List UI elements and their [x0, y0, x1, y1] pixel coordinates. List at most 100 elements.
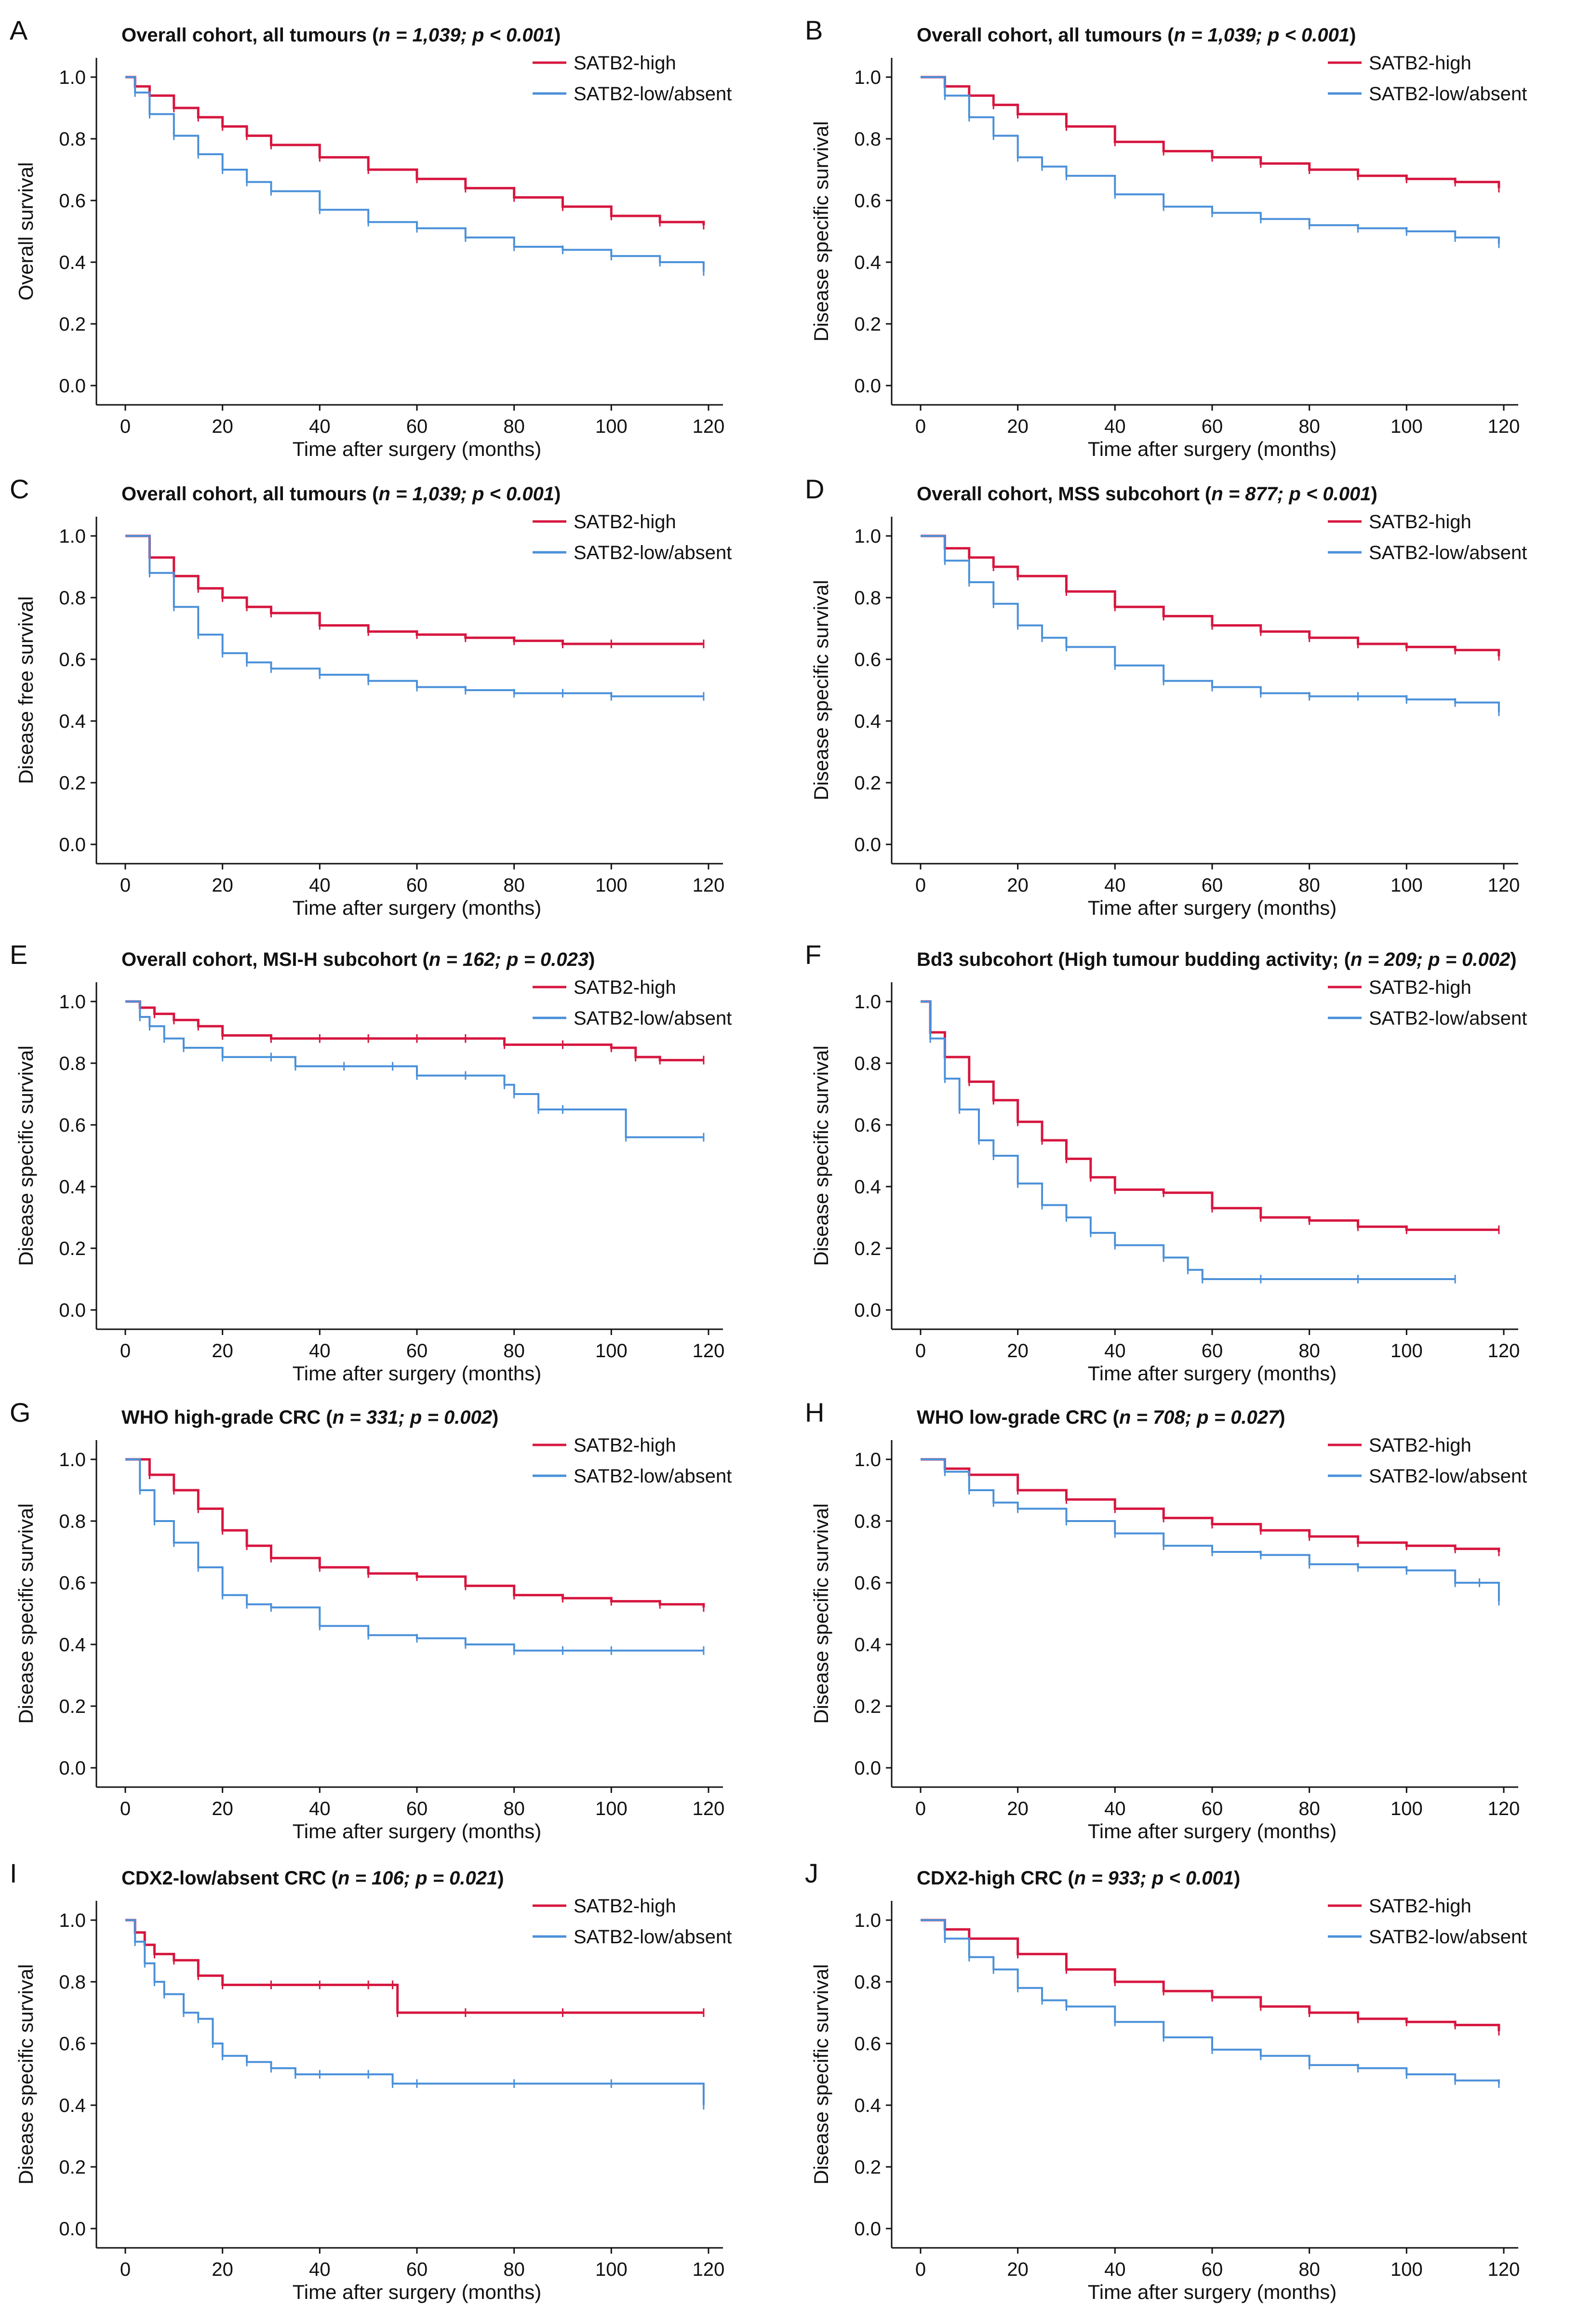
- panel-title: Bd3 subcohort (High tumour budding activ…: [917, 949, 1517, 970]
- x-tick-label: 100: [1390, 1340, 1423, 1362]
- x-tick-label: 80: [1298, 416, 1320, 437]
- y-tick-label: 0.6: [854, 190, 881, 212]
- y-tick-label: 0.4: [59, 252, 86, 273]
- y-axis-label: Disease specific survival: [14, 1045, 37, 1266]
- title-text: Overall cohort, MSI-H subcohort (: [121, 949, 429, 970]
- y-tick-label: 0.2: [854, 1696, 881, 1717]
- title-text: Overall cohort, all tumours (: [121, 25, 379, 46]
- y-tick-label: 1.0: [854, 1910, 881, 1931]
- panel-f: F Bd3 subcohort (High tumour budding acti…: [805, 939, 1527, 1385]
- legend-label: SATB2-high: [574, 511, 676, 533]
- y-tick-label: 0.4: [59, 1634, 86, 1656]
- x-tick-label: 80: [503, 1798, 525, 1819]
- title-text: WHO high-grade CRC (: [121, 1407, 333, 1428]
- x-tick-label: 100: [1390, 2259, 1423, 2280]
- y-tick-label: 0.6: [59, 1115, 86, 1136]
- title-stats: n = 162; p = 0.023: [429, 949, 588, 970]
- x-axis-label: Time after surgery (months): [1088, 896, 1337, 919]
- x-tick-label: 40: [1104, 1798, 1126, 1819]
- x-tick-label: 0: [915, 416, 926, 437]
- x-tick-label: 40: [1104, 1340, 1126, 1362]
- panel-letter: J: [805, 1858, 818, 1888]
- legend-label: SATB2-high: [574, 1435, 676, 1456]
- y-tick-label: 0.2: [59, 1238, 86, 1259]
- legend-label: SATB2-low/absent: [574, 1926, 732, 1948]
- panel-i: I CDX2-low/absent CRC (n = 106; p = 0.021…: [10, 1858, 732, 2303]
- x-tick-label: 60: [406, 875, 428, 896]
- y-tick-label: 0.0: [854, 1758, 881, 1779]
- y-tick-label: 0.0: [59, 375, 86, 397]
- x-tick-label: 60: [1202, 1340, 1223, 1362]
- y-tick-label: 0.0: [59, 2218, 86, 2240]
- y-tick-label: 1.0: [59, 1449, 86, 1470]
- curve-satb2-low: [125, 1458, 704, 1652]
- panel-title: Overall cohort, all tumours (n = 1,039; …: [917, 25, 1356, 46]
- y-tick-label: 0.8: [59, 1511, 86, 1532]
- x-tick-label: 40: [1104, 416, 1126, 437]
- panel-h: H WHO low-grade CRC (n = 708; p = 0.027) 0…: [805, 1397, 1527, 1843]
- title-stats: n = 708; p = 0.027: [1119, 1407, 1280, 1428]
- y-tick-label: 0.8: [854, 1972, 881, 1993]
- title-close: ): [497, 1868, 504, 1889]
- legend-label: SATB2-high: [1369, 1435, 1471, 1456]
- panel-letter: G: [10, 1397, 31, 1428]
- x-tick-label: 20: [1007, 2259, 1029, 2280]
- y-tick-label: 0.8: [59, 129, 86, 150]
- title-close: ): [1510, 949, 1516, 970]
- y-axis-label: Disease specific survival: [810, 121, 832, 342]
- x-tick-label: 100: [1390, 1798, 1423, 1819]
- y-tick-label: 0.4: [854, 711, 881, 732]
- legend-label: SATB2-high: [1369, 977, 1471, 998]
- y-tick-label: 0.4: [854, 1634, 881, 1656]
- y-tick-label: 0.0: [854, 1300, 881, 1321]
- panel-letter: A: [10, 15, 28, 45]
- curve-satb2-low: [921, 1919, 1500, 2084]
- y-tick-label: 0.6: [854, 1573, 881, 1594]
- panel-title: WHO high-grade CRC (n = 331; p = 0.002): [121, 1407, 498, 1428]
- x-axis-label: Time after surgery (months): [293, 2281, 542, 2303]
- title-text: CDX2-low/absent CRC (: [121, 1868, 338, 1889]
- panel-a: A Overall cohort, all tumours (n = 1,039;…: [10, 15, 732, 460]
- title-close: ): [554, 25, 561, 46]
- panel-letter: H: [805, 1397, 824, 1428]
- y-tick-label: 1.0: [59, 526, 86, 547]
- y-tick-label: 0.4: [59, 2095, 86, 2116]
- y-tick-label: 0.8: [854, 1511, 881, 1532]
- title-close: ): [1234, 1868, 1240, 1889]
- x-tick-label: 20: [212, 416, 233, 437]
- legend-label: SATB2-low/absent: [1369, 542, 1527, 563]
- y-tick-label: 0.2: [59, 2157, 86, 2178]
- title-text: WHO low-grade CRC (: [917, 1407, 1120, 1428]
- y-tick-label: 0.0: [59, 1758, 86, 1779]
- x-tick-label: 100: [595, 416, 628, 437]
- title-text: CDX2-high CRC (: [917, 1868, 1074, 1889]
- x-tick-label: 100: [595, 875, 628, 896]
- y-tick-label: 0.6: [59, 190, 86, 212]
- title-close: ): [554, 483, 561, 505]
- title-text: Overall cohort, all tumours (: [917, 25, 1174, 46]
- x-tick-label: 0: [915, 1798, 926, 1819]
- y-tick-label: 1.0: [854, 991, 881, 1013]
- x-tick-label: 20: [212, 875, 233, 896]
- y-tick-label: 0.8: [854, 1053, 881, 1074]
- title-close: ): [1279, 1407, 1285, 1428]
- x-axis-label: Time after surgery (months): [1088, 1362, 1337, 1385]
- y-axis-label: Disease specific survival: [810, 1045, 832, 1266]
- x-tick-label: 40: [309, 875, 331, 896]
- y-tick-label: 0.2: [854, 314, 881, 335]
- y-axis-label: Disease free survival: [14, 596, 37, 784]
- y-tick-label: 0.0: [59, 834, 86, 855]
- x-tick-label: 20: [212, 1340, 233, 1362]
- x-tick-label: 60: [1202, 416, 1223, 437]
- y-tick-label: 0.4: [854, 252, 881, 273]
- x-tick-label: 100: [1390, 875, 1423, 896]
- y-tick-label: 0.2: [59, 314, 86, 335]
- panel-title: Overall cohort, MSI-H subcohort (n = 162…: [121, 949, 595, 970]
- y-axis-label: Disease specific survival: [14, 1503, 37, 1724]
- panel-b: B Overall cohort, all tumours (n = 1,039;…: [805, 15, 1527, 460]
- x-tick-label: 0: [120, 416, 131, 437]
- curve-satb2-low: [921, 1458, 1500, 1602]
- title-stats: n = 1,039; p < 0.001: [378, 483, 554, 505]
- x-tick-label: 80: [1298, 875, 1320, 896]
- panel-c: C Overall cohort, all tumours (n = 1,039;…: [10, 474, 732, 919]
